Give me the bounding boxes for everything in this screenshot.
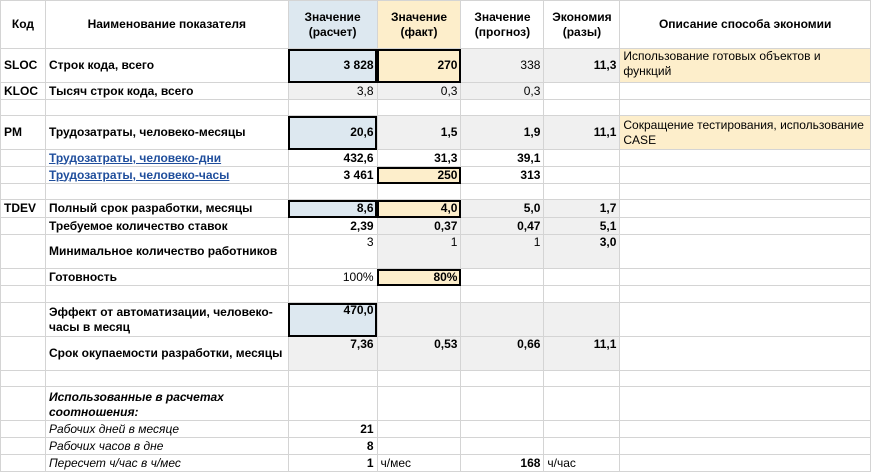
row-name[interactable]: Требуемое количество ставок bbox=[44, 217, 289, 235]
description-cell[interactable]: Сокращение тестирования, использование C… bbox=[619, 115, 871, 150]
fact-cell[interactable]: 0,37 bbox=[376, 217, 462, 235]
forecast-cell[interactable]: 1 bbox=[460, 234, 545, 269]
row-code[interactable]: PM bbox=[0, 115, 46, 150]
header-calc[interactable]: Значение (расчет) bbox=[287, 0, 378, 49]
saving-cell[interactable]: 5,1 bbox=[543, 217, 621, 235]
calc-cell[interactable]: 20,6 bbox=[287, 115, 378, 150]
ratio-row: Пересчет ч/час в ч/мес 1 ч/мес 168 ч/час bbox=[0, 454, 871, 472]
ratio-row: Рабочих часов в дне 8 bbox=[0, 437, 871, 455]
fact-cell[interactable]: 270 bbox=[376, 48, 462, 83]
person-days-link[interactable]: Трудозатраты, человеко-дни bbox=[48, 150, 222, 165]
forecast-cell[interactable]: 0,3 bbox=[460, 82, 545, 100]
row-name[interactable]: Строк кода, всего bbox=[44, 48, 289, 83]
saving-cell[interactable]: 1,7 bbox=[543, 199, 621, 218]
fact-cell[interactable]: 250 bbox=[376, 166, 462, 184]
ratios-title[interactable]: Использованные в расчетах соотношения: bbox=[44, 386, 289, 421]
saving-cell[interactable]: 11,1 bbox=[543, 336, 621, 371]
header-row: Код Наименование показателя Значение (ра… bbox=[0, 0, 871, 49]
row-name[interactable]: Срок окупаемости разработки, месяцы bbox=[44, 336, 289, 371]
row-name[interactable]: Трудозатраты, человеко-часы bbox=[44, 166, 289, 184]
ratio-name[interactable]: Рабочих дней в месяце bbox=[44, 420, 289, 438]
header-code[interactable]: Код bbox=[0, 0, 46, 49]
table-row: Срок окупаемости разработки, месяцы 7,36… bbox=[0, 336, 871, 371]
ratio-value[interactable]: 21 bbox=[287, 420, 378, 438]
row-name[interactable]: Трудозатраты, человеко-дни bbox=[44, 149, 289, 167]
forecast-cell[interactable]: 1,9 bbox=[460, 115, 545, 150]
forecast-cell[interactable]: 5,0 bbox=[460, 199, 545, 218]
header-fact[interactable]: Значение (факт) bbox=[376, 0, 462, 49]
header-name[interactable]: Наименование показателя bbox=[44, 0, 289, 49]
table-row: TDEV Полный срок разработки, месяцы 8,6 … bbox=[0, 199, 871, 218]
empty-row bbox=[0, 183, 871, 200]
calc-cell[interactable]: 3 828 bbox=[287, 48, 378, 83]
ratio-value-2[interactable]: 168 bbox=[460, 454, 545, 472]
row-name[interactable]: Полный срок разработки, месяцы bbox=[44, 199, 289, 218]
ratios-title-row: Использованные в расчетах соотношения: bbox=[0, 386, 871, 421]
fact-cell[interactable]: 0,3 bbox=[376, 82, 462, 100]
row-name[interactable]: Минимальное количество работников bbox=[44, 234, 289, 269]
calc-cell[interactable]: 100% bbox=[287, 268, 378, 286]
ratio-unit-2[interactable]: ч/час bbox=[543, 454, 621, 472]
ratio-unit[interactable]: ч/мес bbox=[376, 454, 462, 472]
ratio-name[interactable]: Рабочих часов в дне bbox=[44, 437, 289, 455]
empty-row bbox=[0, 99, 871, 116]
fact-cell[interactable]: 1,5 bbox=[376, 115, 462, 150]
header-description[interactable]: Описание способа экономии bbox=[619, 0, 871, 49]
row-name[interactable]: Готовность bbox=[44, 268, 289, 286]
fact-cell[interactable]: 80% bbox=[376, 268, 462, 286]
fact-cell[interactable]: 4,0 bbox=[376, 199, 462, 218]
row-code[interactable]: SLOC bbox=[0, 48, 46, 83]
calc-cell[interactable]: 8,6 bbox=[287, 199, 378, 218]
table-row: KLOC Тысяч строк кода, всего 3,8 0,3 0,3 bbox=[0, 82, 871, 100]
forecast-cell[interactable]: 0,66 bbox=[460, 336, 545, 371]
row-code[interactable]: KLOC bbox=[0, 82, 46, 100]
calc-cell[interactable]: 3,8 bbox=[287, 82, 378, 100]
forecast-cell[interactable]: 313 bbox=[460, 166, 545, 184]
table-row: SLOC Строк кода, всего 3 828 270 338 11,… bbox=[0, 48, 871, 83]
saving-cell[interactable]: 3,0 bbox=[543, 234, 621, 269]
calc-cell[interactable]: 2,39 bbox=[287, 217, 378, 235]
table-row: Эффект от автоматизации, человеко-часы в… bbox=[0, 302, 871, 337]
forecast-cell[interactable]: 39,1 bbox=[460, 149, 545, 167]
person-hours-link[interactable]: Трудозатраты, человеко-часы bbox=[48, 167, 230, 182]
ratio-value[interactable]: 8 bbox=[287, 437, 378, 455]
fact-cell[interactable]: 31,3 bbox=[376, 149, 462, 167]
ratio-name[interactable]: Пересчет ч/час в ч/мес bbox=[44, 454, 289, 472]
table-row: Трудозатраты, человеко-дни 432,6 31,3 39… bbox=[0, 149, 871, 167]
table-row: Готовность 100% 80% bbox=[0, 268, 871, 286]
empty-row bbox=[0, 370, 871, 387]
saving-cell[interactable]: 11,3 bbox=[543, 48, 621, 83]
table-row: PM Трудозатраты, человеко-месяцы 20,6 1,… bbox=[0, 115, 871, 150]
calc-cell[interactable]: 432,6 bbox=[287, 149, 378, 167]
forecast-cell[interactable]: 338 bbox=[460, 48, 545, 83]
ratio-value[interactable]: 1 bbox=[287, 454, 378, 472]
row-name[interactable]: Трудозатраты, человеко-месяцы bbox=[44, 115, 289, 150]
empty-row bbox=[0, 285, 871, 303]
row-code[interactable]: TDEV bbox=[0, 199, 46, 218]
header-saving[interactable]: Экономия (разы) bbox=[543, 0, 621, 49]
saving-cell[interactable]: 11,1 bbox=[543, 115, 621, 150]
calc-cell[interactable]: 3 bbox=[287, 234, 378, 269]
saving-cell[interactable] bbox=[543, 82, 621, 100]
fact-cell[interactable]: 1 bbox=[376, 234, 462, 269]
table-row: Трудозатраты, человеко-часы 3 461 250 31… bbox=[0, 166, 871, 184]
calc-cell[interactable]: 470,0 bbox=[287, 302, 378, 337]
calc-cell[interactable]: 7,36 bbox=[287, 336, 378, 371]
header-forecast[interactable]: Значение (прогноз) bbox=[460, 0, 545, 49]
fact-cell[interactable]: 0,53 bbox=[376, 336, 462, 371]
table-row: Минимальное количество работников 3 1 1 … bbox=[0, 234, 871, 269]
ratio-row: Рабочих дней в месяце 21 bbox=[0, 420, 871, 438]
forecast-cell[interactable]: 0,47 bbox=[460, 217, 545, 235]
description-cell[interactable] bbox=[619, 82, 871, 100]
description-cell[interactable]: Использование готовых объектов и функций bbox=[619, 48, 871, 83]
row-name[interactable]: Эффект от автоматизации, человеко-часы в… bbox=[44, 302, 289, 337]
table-row: Требуемое количество ставок 2,39 0,37 0,… bbox=[0, 217, 871, 235]
row-name[interactable]: Тысяч строк кода, всего bbox=[44, 82, 289, 100]
calc-cell[interactable]: 3 461 bbox=[287, 166, 378, 184]
